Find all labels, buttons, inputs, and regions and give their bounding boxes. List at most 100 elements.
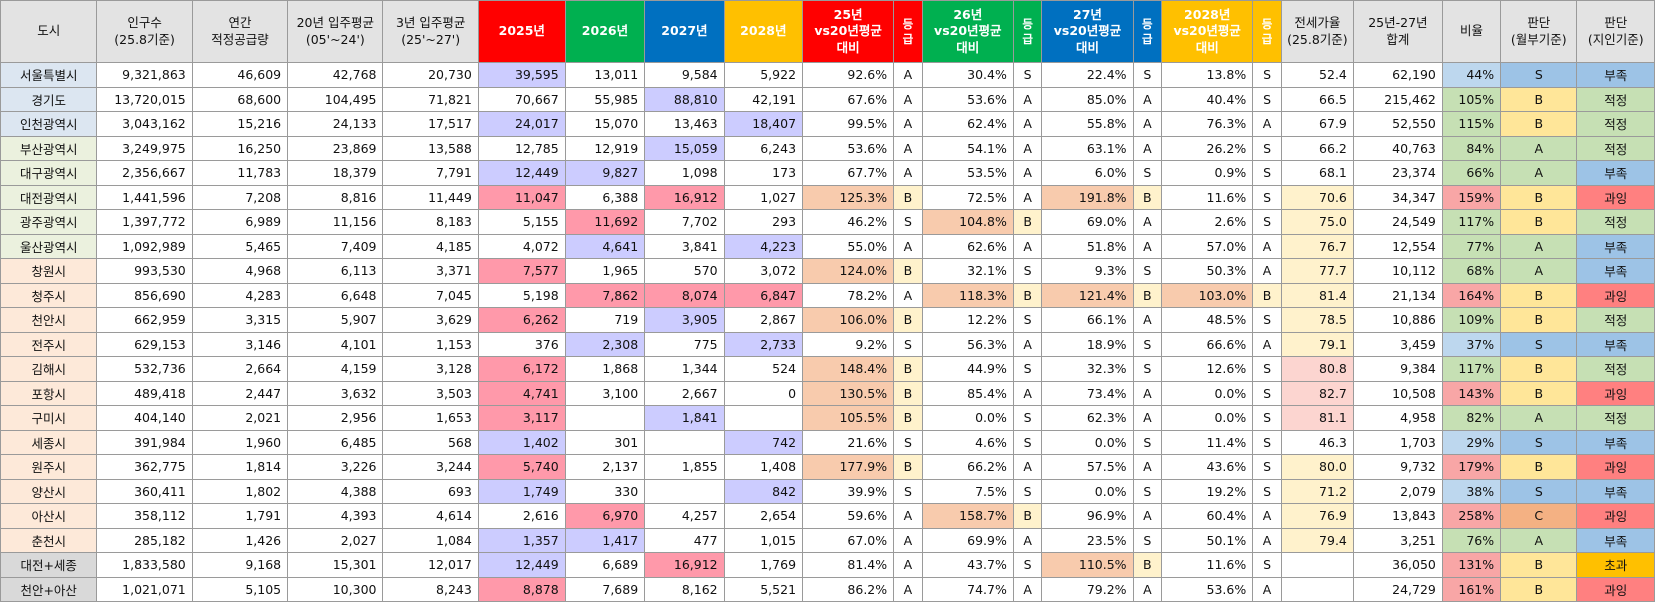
data-cell: 130.5%: [802, 380, 895, 406]
data-cell: S: [1132, 160, 1163, 186]
column-header: 비율: [1441, 0, 1502, 63]
data-cell: 77%: [1441, 233, 1502, 259]
data-cell: S: [1012, 552, 1043, 578]
data-cell: 52.4: [1280, 62, 1354, 88]
city-cell: 대전+세종: [0, 552, 98, 578]
data-cell: 부족: [1576, 527, 1655, 553]
data-cell: 81.4: [1280, 282, 1354, 308]
table-row: 천안시 662,959 3,315 5,907 3,629 6,262 719 3,905 2,…: [0, 307, 1655, 333]
data-cell: 67.7%: [802, 160, 895, 186]
data-cell: 23.5%: [1041, 527, 1134, 553]
column-header: 등 급: [1012, 0, 1043, 63]
data-cell: 46,609: [191, 62, 289, 88]
data-cell: S: [1012, 429, 1043, 455]
data-cell: 2,956: [287, 405, 384, 431]
data-cell: 7.5%: [921, 478, 1014, 504]
data-cell: 6,689: [564, 552, 646, 578]
data-cell: 1,344: [644, 356, 725, 382]
data-cell: 44%: [1441, 62, 1502, 88]
data-cell: 16,250: [191, 135, 289, 161]
data-cell: S: [1012, 307, 1043, 333]
data-cell: 7,702: [644, 209, 725, 235]
data-cell: 12.2%: [921, 307, 1014, 333]
data-cell: A: [1132, 209, 1163, 235]
table-row: 김해시 532,736 2,664 4,159 3,128 6,172 1,868 1,344…: [0, 356, 1655, 382]
data-cell: 362,775: [96, 454, 193, 480]
data-cell: 856,690: [96, 282, 193, 308]
data-cell: 67.9: [1280, 111, 1354, 137]
data-cell: 2,021: [191, 405, 289, 431]
data-cell: B: [1132, 282, 1163, 308]
data-cell: S: [1500, 429, 1578, 455]
data-cell: 9,384: [1352, 356, 1443, 382]
data-cell: 과잉: [1576, 503, 1655, 529]
data-cell: 부족: [1576, 331, 1655, 357]
data-cell: 부족: [1576, 478, 1655, 504]
data-cell: 50.3%: [1161, 258, 1254, 284]
data-cell: 68%: [1441, 258, 1502, 284]
data-cell: 3,503: [382, 380, 479, 406]
data-cell: 4,614: [382, 503, 479, 529]
data-cell: 5,922: [723, 62, 804, 88]
column-header: 2026년: [564, 0, 646, 63]
data-cell: 40,763: [1352, 135, 1443, 161]
data-cell: 11,047: [477, 184, 566, 210]
data-cell: 10,112: [1352, 258, 1443, 284]
column-header: 2028년: [723, 0, 804, 63]
data-cell: 8,074: [644, 282, 725, 308]
data-cell: 330: [564, 478, 646, 504]
data-cell: 1,841: [644, 405, 725, 431]
data-cell: 164%: [1441, 282, 1502, 308]
city-cell: 광주광역시: [0, 209, 98, 235]
data-cell: S: [1132, 429, 1163, 455]
data-cell: A: [1252, 233, 1282, 259]
column-header: 27년 vs20년평균 대비: [1041, 0, 1134, 63]
data-cell: S: [1252, 184, 1282, 210]
data-cell: 85.0%: [1041, 86, 1134, 112]
data-cell: B: [1500, 380, 1578, 406]
column-header: 26년 vs20년평균 대비: [921, 0, 1014, 63]
data-cell: 13,588: [382, 135, 479, 161]
data-cell: 30.4%: [921, 62, 1014, 88]
data-cell: 68.1: [1280, 160, 1354, 186]
data-cell: S: [1252, 86, 1282, 112]
data-cell: 18,379: [287, 160, 384, 186]
data-cell: 13,720,015: [96, 86, 193, 112]
data-cell: 15,216: [191, 111, 289, 137]
data-cell: 4,159: [287, 356, 384, 382]
data-cell: A: [1252, 527, 1282, 553]
data-cell: 3,632: [287, 380, 384, 406]
column-header: 등 급: [1252, 0, 1282, 63]
data-cell: A: [893, 552, 923, 578]
data-cell: 2,137: [564, 454, 646, 480]
table-row: 청주시 856,690 4,283 6,648 7,045 5,198 7,862 8,074…: [0, 282, 1655, 308]
data-cell: 76.7: [1280, 233, 1354, 259]
data-cell: 54.1%: [921, 135, 1014, 161]
data-cell: 3,100: [564, 380, 646, 406]
data-cell: 26.2%: [1161, 135, 1254, 161]
city-cell: 울산광역시: [0, 233, 98, 259]
data-cell: 0: [723, 380, 804, 406]
city-cell: 전주시: [0, 331, 98, 357]
data-cell: A: [1012, 527, 1043, 553]
data-cell: A: [1012, 184, 1043, 210]
data-cell: B: [1012, 209, 1043, 235]
data-cell: 적정: [1576, 209, 1655, 235]
city-cell: 아산시: [0, 503, 98, 529]
data-cell: 2,667: [644, 380, 725, 406]
data-cell: 215,462: [1352, 86, 1443, 112]
data-cell: 70.6: [1280, 184, 1354, 210]
data-cell: 62.4%: [921, 111, 1014, 137]
data-cell: A: [1012, 135, 1043, 161]
table-row: 광주광역시 1,397,772 6,989 11,156 8,183 5,155 11,69…: [0, 209, 1655, 235]
data-cell: 4,223: [723, 233, 804, 259]
data-cell: B: [1500, 356, 1578, 382]
data-cell: 7,409: [287, 233, 384, 259]
city-cell: 대전광역시: [0, 184, 98, 210]
data-cell: 1,769: [723, 552, 804, 578]
data-cell: 1,357: [477, 527, 566, 553]
data-cell: 59.6%: [802, 503, 895, 529]
data-cell: 부족: [1576, 160, 1655, 186]
table-row: 구미시 404,140 2,021 2,956 1,653 3,117 1,841 105.5…: [0, 405, 1655, 431]
data-cell: B: [1500, 307, 1578, 333]
